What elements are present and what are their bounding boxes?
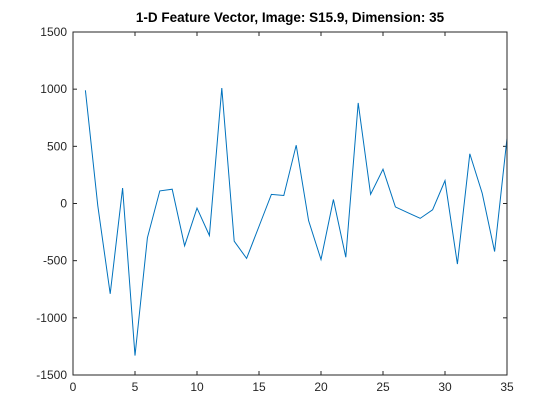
y-axis: -1500 -1000 -500 0 500 1000 1500: [36, 25, 507, 382]
x-tick-label: 0: [70, 380, 77, 394]
x-tick-label: 5: [132, 380, 139, 394]
series-line: [84, 87, 508, 356]
x-axis: 0 5 10 15 20 25 30 35: [70, 32, 514, 394]
chart-title: 1-D Feature Vector, Image: S15.9, Dimens…: [136, 10, 445, 25]
y-tick-label: 500: [47, 139, 67, 153]
x-tick-label: 35: [500, 380, 514, 394]
y-tick-label: 1000: [40, 82, 67, 96]
plot-area: [73, 32, 507, 375]
y-tick-label: -500: [43, 254, 67, 268]
x-tick-label: 20: [314, 380, 328, 394]
y-tick-label: -1000: [36, 311, 67, 325]
axes-frame: [72, 31, 508, 376]
x-tick-label: 25: [376, 380, 390, 394]
x-tick-label: 10: [190, 380, 204, 394]
y-tick-label: 1500: [40, 25, 67, 39]
x-tick-label: 30: [438, 380, 452, 394]
y-tick-label: -1500: [36, 368, 67, 382]
y-tick-label: 0: [60, 197, 67, 211]
x-tick-label: 15: [252, 380, 266, 394]
